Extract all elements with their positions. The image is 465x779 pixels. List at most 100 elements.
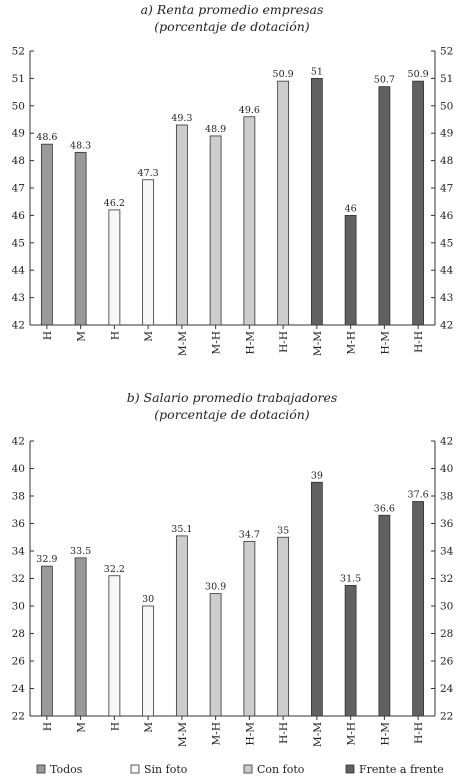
legend-label: Sin foto — [144, 763, 188, 776]
chart-a-category-label: M-H — [346, 331, 358, 354]
chart-a-bar — [378, 86, 391, 326]
legend-swatch — [243, 764, 253, 774]
chart-b-bar — [108, 575, 121, 717]
chart-b-ytick-label-left: 38 — [12, 491, 25, 503]
chart-a-bar-value-label: 47.3 — [138, 168, 159, 179]
chart-b-bar — [378, 514, 391, 717]
legend-swatch — [130, 764, 140, 774]
chart-b-bar — [175, 535, 188, 717]
chart-b-category-label: M — [143, 722, 155, 733]
chart-a-ytick-label-right: 43 — [440, 292, 453, 304]
chart-a: a) Renta promedio empresas (porcentaje d… — [12, 2, 454, 356]
chart-a-category-label: M-M — [312, 331, 324, 356]
chart-a-category-label: H-H — [413, 331, 425, 353]
legend: Todos Sin foto Con foto Frente a frente — [36, 763, 444, 776]
chart-a-ytick-label-right: 52 — [440, 46, 453, 58]
chart-a-category-label: M-M — [177, 331, 189, 356]
chart-b-ytick-label-left: 32 — [12, 573, 25, 585]
chart-a-bar — [142, 179, 155, 326]
chart-b-ytick-label-right: 34 — [440, 546, 454, 558]
chart-b-bar — [74, 557, 87, 717]
chart-b-bar-value-label: 33.5 — [70, 546, 91, 557]
chart-a-ytick-label-right: 49 — [440, 128, 453, 140]
chart-b-bar-value-label: 32.9 — [36, 554, 57, 565]
chart-a-category-label: M — [143, 331, 155, 342]
chart-b-ytick-label-right: 30 — [440, 601, 453, 613]
chart-b-title: b) Salario promedio trabajadores — [127, 390, 338, 405]
chart-b-category-label: H-H — [413, 722, 425, 744]
legend-label: Frente a frente — [359, 763, 444, 776]
chart-a-bar-value-label: 48.3 — [70, 140, 91, 151]
chart-a-ytick-label-left: 47 — [12, 183, 25, 195]
chart-b-ytick-label-left: 28 — [12, 628, 25, 640]
chart-a-bar — [209, 135, 222, 326]
chart-a-ytick-label-right: 45 — [440, 237, 453, 249]
chart-a-bar — [243, 116, 256, 326]
chart-b-bar-value-label: 35.1 — [171, 524, 192, 535]
chart-a-ytick-label-right: 44 — [440, 265, 454, 277]
chart-b-ytick-label-right: 38 — [440, 491, 453, 503]
chart-b-category-label: H — [42, 722, 54, 731]
chart-a-bar-value-label: 48.9 — [205, 124, 226, 135]
chart-b-ytick-label-right: 32 — [440, 573, 453, 585]
chart-a-bar — [344, 214, 357, 326]
chart-b-bar — [310, 481, 323, 717]
chart-a-bar — [310, 78, 323, 326]
chart-a-ytick-label-left: 46 — [12, 210, 26, 222]
chart-b-subtitle: (porcentaje de dotación) — [154, 407, 310, 422]
chart-a-ytick-label-right: 51 — [440, 73, 453, 85]
chart-a-ytick-label-left: 43 — [12, 292, 25, 304]
chart-b-ytick-label-right: 28 — [440, 628, 453, 640]
legend-label: Todos — [50, 763, 83, 776]
chart-a-ytick-label-left: 50 — [12, 100, 25, 112]
chart-b: b) Salario promedio trabajadores (porcen… — [12, 390, 454, 747]
chart-a-ytick-label-left: 48 — [12, 155, 25, 167]
chart-b-category-label: M — [76, 722, 88, 733]
legend-swatch — [36, 764, 46, 774]
chart-b-bar-value-label: 32.2 — [104, 564, 125, 575]
chart-b-bar — [243, 540, 256, 717]
chart-a-bar-value-label: 48.6 — [36, 132, 57, 143]
chart-b-category-label: M-H — [346, 722, 358, 745]
chart-a-category-label: H — [109, 331, 121, 340]
chart-a-category-label: H-M — [379, 331, 391, 355]
chart-b-category-label: H-M — [379, 722, 391, 746]
chart-b-bar-value-label: 30.9 — [205, 582, 226, 593]
chart-a-bar-value-label: 51 — [311, 66, 323, 77]
chart-a-bar-value-label: 50.7 — [374, 75, 395, 86]
chart-b-bar — [412, 501, 425, 717]
chart-a-bar-value-label: 49.3 — [171, 113, 192, 124]
chart-a-ytick-label-left: 49 — [12, 128, 25, 140]
chart-b-ytick-label-left: 30 — [12, 601, 25, 613]
chart-b-ytick-label-left: 40 — [12, 463, 25, 475]
chart-b-bar-value-label: 34.7 — [239, 529, 260, 540]
chart-b-bar — [277, 536, 290, 717]
chart-a-bar — [108, 209, 121, 326]
chart-a-category-label: H — [42, 331, 54, 340]
chart-a-category-label: H-H — [278, 331, 290, 353]
chart-a-ytick-label-left: 51 — [12, 73, 25, 85]
chart-a-bar-value-label: 46.2 — [104, 198, 125, 209]
chart-b-category-label: H — [109, 722, 121, 731]
chart-b-bar-value-label: 35 — [277, 525, 289, 536]
chart-a-ytick-label-right: 42 — [440, 320, 453, 332]
chart-b-ytick-label-right: 24 — [440, 683, 454, 695]
chart-b-category-label: H-H — [278, 722, 290, 744]
chart-a-ytick-label-right: 46 — [440, 210, 454, 222]
chart-b-ytick-label-left: 42 — [12, 436, 25, 448]
chart-a-bar — [74, 151, 87, 326]
chart-a-bar-value-label: 49.6 — [239, 105, 260, 116]
legend-swatch — [345, 764, 355, 774]
chart-a-bar-value-label: 50.9 — [408, 69, 429, 80]
chart-b-bar — [344, 584, 357, 717]
chart-b-ytick-label-left: 22 — [12, 711, 25, 723]
chart-b-bar-value-label: 37.6 — [408, 490, 429, 501]
chart-a-category-label: H-M — [244, 331, 256, 355]
chart-b-bar — [209, 593, 222, 717]
chart-a-bar-value-label: 46 — [345, 203, 357, 214]
chart-b-ytick-label-left: 34 — [12, 546, 26, 558]
chart-b-ytick-label-right: 40 — [440, 463, 453, 475]
chart-b-ytick-label-left: 26 — [12, 656, 26, 668]
chart-a-ytick-label-left: 42 — [12, 320, 25, 332]
